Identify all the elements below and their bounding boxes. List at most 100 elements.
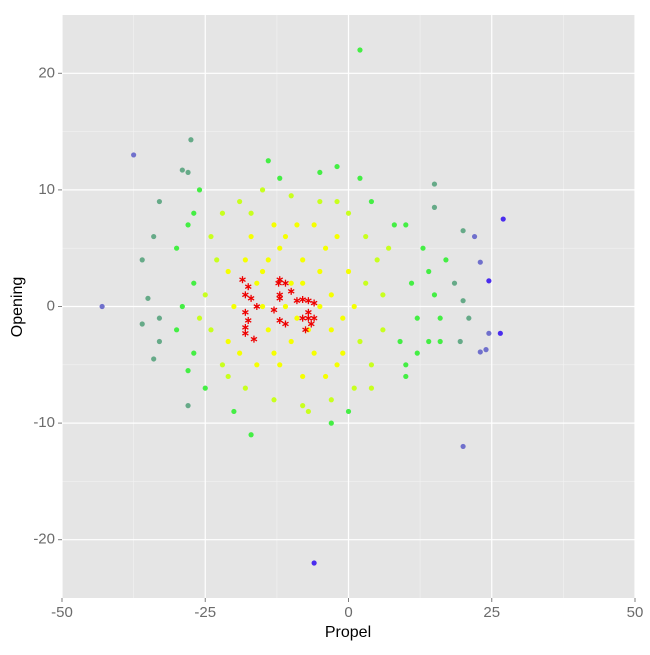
point [386,245,392,251]
point [322,373,329,380]
point [426,268,432,275]
point [139,321,145,327]
y-tick-label: 20 [38,64,55,81]
asterisk-point [282,279,289,287]
point [294,222,300,228]
point [254,280,260,286]
y-axis-title: Opening [9,277,26,338]
point [486,278,492,284]
point [443,257,449,263]
point [219,362,226,368]
point [282,303,289,310]
point [231,303,237,310]
asterisk-stroke [239,277,246,282]
point [426,338,432,345]
point [271,222,277,228]
point [357,338,363,345]
asterisk-stroke [250,336,258,342]
point [300,257,306,263]
point [311,560,317,566]
asterisk-point [242,308,249,316]
point [248,432,254,438]
point [277,362,283,368]
asterisk-stroke [242,310,249,315]
point [185,169,191,176]
point [317,268,323,275]
point [151,233,157,240]
point [363,233,369,240]
point [497,330,503,336]
x-tick-label: -50 [51,604,73,621]
asterisk-point [270,306,278,314]
asterisk-stroke [244,284,252,289]
point [277,245,283,251]
point [259,303,266,310]
point [328,397,334,403]
asterisk-stroke [310,315,318,321]
point [282,233,289,240]
point [271,350,277,356]
point [305,408,311,415]
asterisk-point [282,320,289,328]
point [300,280,306,286]
point [460,228,466,234]
point [363,280,369,286]
point [237,198,243,205]
point [340,315,346,321]
point [288,280,294,286]
point [403,222,409,228]
asterisk-stroke [242,331,249,336]
asterisk-point [307,320,315,328]
asterisk-point [310,299,318,307]
asterisk-point [287,287,295,295]
x-tick-label: 50 [627,604,644,621]
point [191,210,197,216]
point [208,327,214,333]
asterisk-point [239,276,246,284]
point [328,420,334,426]
asterisk-stroke [276,318,284,323]
asterisk-stroke [242,292,249,298]
point [174,245,180,251]
asterisk-stroke [253,304,261,309]
x-tick-label: 0 [344,604,352,621]
point [202,385,208,391]
point [471,233,478,240]
asterisk-point [250,335,258,343]
point [179,167,185,173]
point [99,303,105,310]
asterisk-point [299,314,307,322]
asterisk-stroke [299,315,307,321]
x-tick-label: -25 [194,604,216,621]
point [219,210,226,216]
point [139,257,145,263]
point [131,152,137,158]
point [259,187,266,193]
point [345,408,352,415]
point [340,350,346,356]
point [317,303,323,310]
point [431,181,438,187]
point [271,397,277,403]
point [254,362,260,368]
point [357,47,363,53]
asterisk-point [242,329,249,337]
point [225,268,231,275]
point [185,368,191,374]
asterisk-stroke [307,321,315,327]
point [437,338,443,345]
point [265,158,271,164]
x-axis-title: Propel [325,624,371,641]
point [414,315,420,321]
point [185,222,191,228]
y-tick-label: 0 [47,297,55,314]
point [483,347,489,353]
point [300,403,306,409]
point [208,233,214,240]
point [431,204,438,210]
point [185,403,191,409]
asterisk-stroke [305,310,312,315]
asterisk-stroke [282,280,289,286]
asterisk-stroke [302,327,309,333]
asterisk-stroke [276,296,284,301]
